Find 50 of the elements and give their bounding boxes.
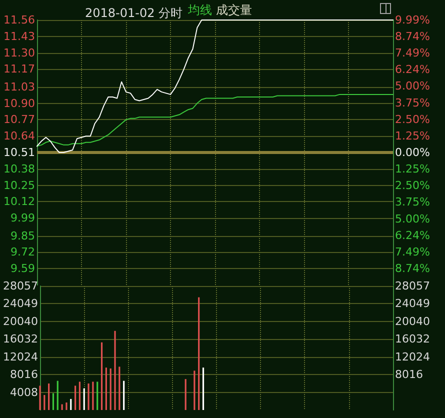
y2-tick-label: 6.24% [395, 228, 430, 242]
y2-tick-label: 3.75% [395, 196, 430, 209]
y2-tick-label: 1.25% [395, 129, 430, 142]
y-tick-label: 28057 [2, 280, 38, 292]
y-tick-label: 10.25 [4, 178, 35, 192]
y2-tick-label: 16032 [395, 332, 430, 346]
y2-tick-label: 2.50% [395, 179, 430, 192]
y-tick-label: 10.90 [4, 96, 35, 110]
y2-tick-label: 7.49% [395, 46, 430, 60]
y2-tick-label: 5.00% [395, 212, 430, 226]
y2-tick-label: 8016 [395, 368, 423, 382]
y-tick-label: 9.59 [10, 262, 35, 276]
y-tick-label: 4008 [10, 386, 38, 399]
y-tick-label: 8016 [10, 368, 38, 382]
y-tick-label: 11.30 [4, 46, 35, 60]
chart-title: 2018-01-02 分时 [85, 6, 183, 20]
y-tick-label: 10.12 [4, 195, 35, 208]
y2-tick-label: 8.74% [395, 262, 430, 275]
y-tick-label: 24049 [2, 297, 38, 310]
y-tick-label: 20040 [2, 314, 38, 328]
text: 成交量 [216, 3, 252, 17]
y2-tick-label: 28057 [395, 280, 430, 292]
y2-tick-label: 3.75% [395, 96, 430, 110]
y2-tick-label: 6.24% [395, 63, 430, 76]
y2-tick-label: 0.00% [395, 146, 430, 159]
y-tick-label: 10.77 [4, 113, 35, 126]
y-tick-label: 16032 [2, 332, 38, 346]
y2-tick-label: 8.74% [395, 30, 430, 44]
y-tick-label: 11.43 [4, 30, 35, 43]
y2-tick-label: 12024 [395, 350, 430, 364]
y-tick-label: 11.56 [4, 14, 35, 26]
y-tick-label: 10.38 [4, 162, 35, 176]
y2-tick-label: 1.25% [395, 162, 430, 176]
y-tick-label: 10.64 [4, 130, 35, 143]
y2-tick-label: 2.50% [395, 112, 430, 126]
y-tick-label: 10.51 [4, 146, 35, 159]
y-tick-label: 9.85 [10, 229, 35, 242]
y2-tick-label: 20040 [395, 314, 430, 328]
line-series [36, 94, 394, 147]
y-tick-label: 9.72 [10, 246, 35, 259]
line-series [36, 20, 394, 153]
y-tick-label: 11.03 [4, 80, 35, 94]
y-tick-label: 11.17 [4, 62, 35, 76]
y2-tick-label: 5.00% [395, 80, 430, 93]
text: 均线 [187, 3, 212, 17]
y2-tick-label: 24049 [395, 297, 430, 310]
y2-tick-label: 7.49% [395, 245, 430, 258]
y2-tick-label: 9.99% [395, 14, 430, 26]
y-tick-label: 9.99 [10, 212, 35, 225]
y-tick-label: 12024 [2, 350, 38, 364]
